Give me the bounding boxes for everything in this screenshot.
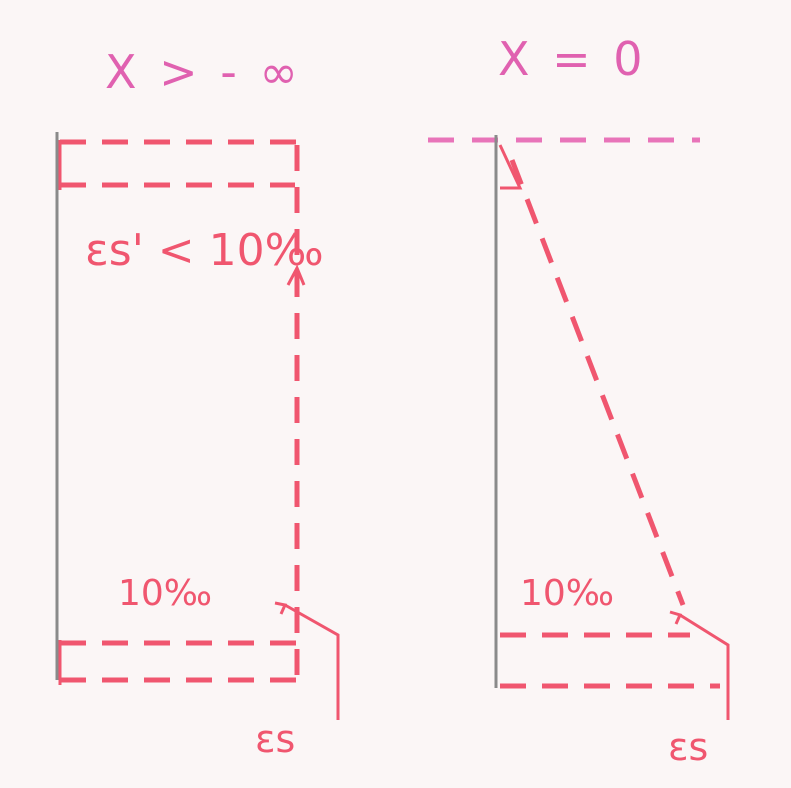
right-strain-arrowhead-icon (669, 610, 683, 625)
right-bottom-strain-label: 10‰ (520, 573, 614, 614)
left-strain-arrowhead-icon (274, 601, 288, 615)
left-diagram: X > - ∞ εs' < 10‰ 10‰ εs (55, 45, 340, 761)
left-upward-arrow-icon (286, 264, 306, 286)
left-strain-arrow-icon (284, 603, 340, 720)
right-top-wedge (498, 144, 523, 190)
left-bottom-strain-label: 10‰ (118, 573, 212, 614)
right-diagram: X = 0 10‰ εs (428, 32, 730, 769)
left-strain-symbol: εs (255, 717, 295, 761)
right-strain-diagonal-dashed (509, 159, 686, 606)
left-title: X > - ∞ (105, 45, 302, 99)
right-strain-symbol: εs (668, 725, 708, 769)
right-strain-arrow-icon (679, 613, 730, 720)
right-title: X = 0 (498, 32, 647, 86)
left-top-strain-label: εs' < 10‰ (85, 225, 324, 276)
